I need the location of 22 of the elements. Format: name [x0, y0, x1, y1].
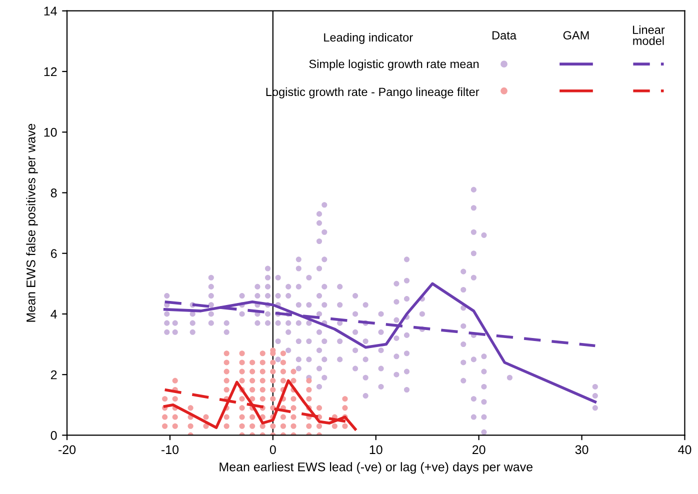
- x-tick-label: 30: [575, 445, 588, 454]
- x-axis-title: Mean earliest EWS lead (-ve) or lag (+ve) days per wave: [220, 462, 533, 474]
- legend-title: Leading indicator: [324, 32, 413, 44]
- y-tick-label: 2: [50, 370, 57, 380]
- x-tick-label: 20: [472, 445, 486, 454]
- y-tick-label: 6: [50, 249, 57, 258]
- y-tick-label: 0: [50, 431, 57, 440]
- x-tick-label: -20: [58, 445, 76, 454]
- x-tick-label: -10: [161, 445, 179, 454]
- y-axis-title: Mean EWS false positives per wave: [26, 124, 38, 322]
- y-tick-label: 4: [50, 310, 57, 318]
- y-tick-label: 14: [44, 6, 57, 16]
- x-tick-label: 40: [678, 445, 692, 454]
- y-tick-label: 10: [44, 128, 57, 137]
- legend-label: Simple logistic growth rate mean: [309, 59, 479, 70]
- annotation: GAM: [563, 31, 589, 40]
- y-tick-label: 12: [44, 67, 57, 76]
- y-tick-label: 8: [50, 188, 57, 198]
- annotation: Linear model: [633, 25, 665, 45]
- x-tick-label: 0: [270, 445, 276, 454]
- x-tick-label: 10: [370, 445, 382, 454]
- annotation: Data: [492, 31, 516, 40]
